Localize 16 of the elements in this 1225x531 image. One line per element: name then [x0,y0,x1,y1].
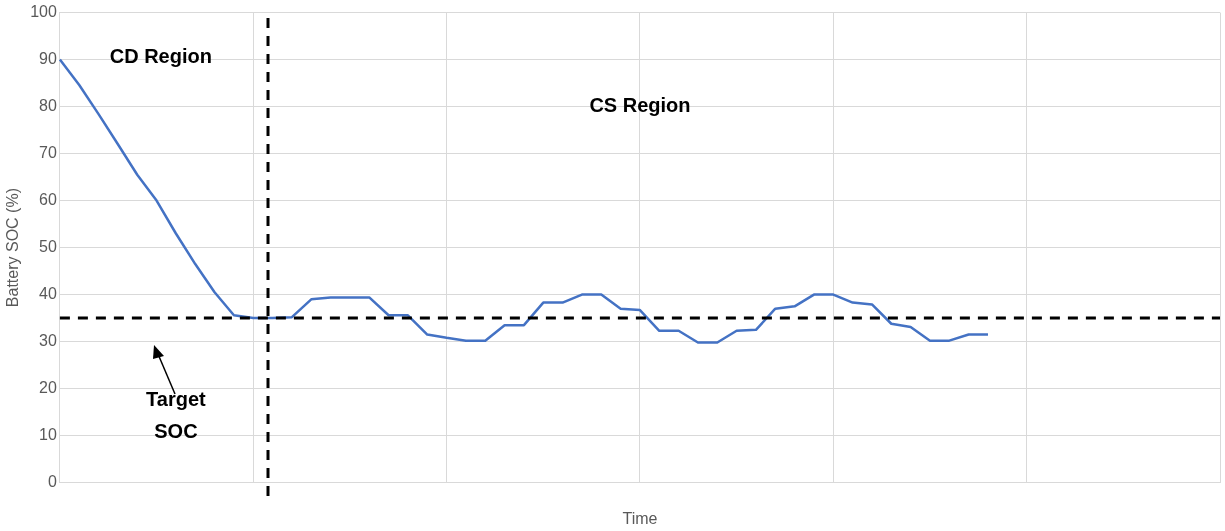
y-tick-label: 100 [30,3,57,21]
y-tick-label: 10 [39,426,57,444]
annotation: Target SOC [146,388,207,443]
y-tick-label: 70 [39,144,57,162]
annotation: CD Region [109,44,212,67]
y-tick-label: 30 [39,332,57,350]
annotation: CS Region [589,94,691,117]
y-tick-label: 40 [39,285,57,303]
x-axis-title: Time [622,509,658,527]
y-tick-label: 60 [39,191,57,209]
y-tick-label: 50 [39,238,57,256]
y-axis-title: Battery SOC (%) [4,188,22,308]
y-tick-label: 90 [39,50,57,68]
y-tick-label: 20 [39,379,57,397]
y-tick-label: 0 [47,473,57,491]
y-tick-label: 80 [39,97,57,115]
